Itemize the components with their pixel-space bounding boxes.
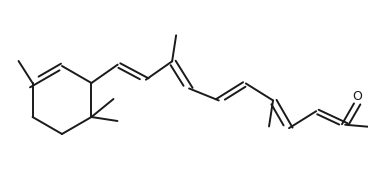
Text: O: O — [352, 90, 362, 103]
